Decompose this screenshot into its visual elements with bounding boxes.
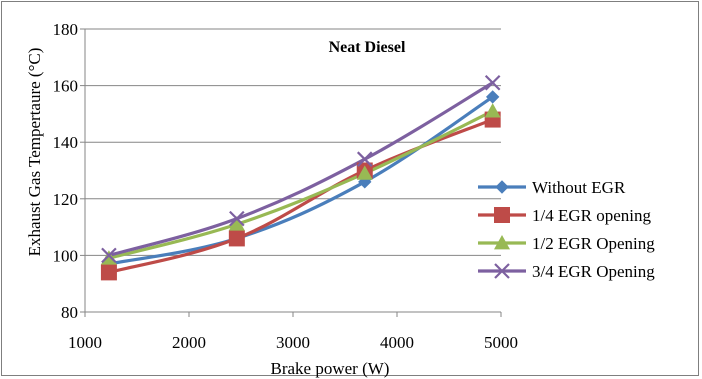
x-tick-label: 2000: [172, 333, 206, 352]
data-point: [101, 247, 117, 264]
data-point: [484, 103, 501, 118]
series-line-4: [107, 81, 495, 257]
legend-item: Without EGR: [478, 178, 626, 197]
y-axis-label: Exhaust Gas Tempertaure (°C): [25, 48, 44, 257]
y-tick-label: 120: [53, 190, 79, 209]
data-point: [228, 216, 245, 231]
x-tick-label: 5000: [484, 333, 518, 352]
x-tick-label: 4000: [380, 333, 414, 352]
legend-marker: [494, 263, 510, 279]
data-point: [100, 250, 117, 265]
y-tick-label: 180: [53, 20, 79, 39]
series-line-1: [107, 95, 495, 266]
data-point: [485, 90, 500, 104]
data-point: [229, 210, 245, 227]
legend-item: 3/4 EGR Opening: [478, 262, 655, 281]
legend-label: 1/4 EGR opening: [532, 206, 651, 225]
chart-title: Neat Diesel: [329, 39, 406, 56]
x-tick-labels: 1000 2000 3000 4000 5000: [68, 312, 518, 352]
legend-label: Without EGR: [532, 178, 626, 197]
y-tick-label: 80: [61, 303, 78, 322]
legend-label: 3/4 EGR Opening: [532, 262, 655, 281]
data-point: [356, 165, 373, 180]
grid-lines: [85, 28, 501, 256]
y-tick-label: 140: [53, 133, 79, 152]
x-tick-label: 1000: [68, 333, 102, 352]
y-tick-label: 160: [53, 77, 79, 96]
data-point: [484, 74, 501, 91]
y-tick-labels: 80 100 120 140 160 180: [53, 20, 85, 322]
x-axis-label: Brake power (W): [271, 359, 390, 378]
data-point: [356, 151, 373, 167]
legend-marker: [494, 207, 510, 223]
series-line-3: [107, 109, 495, 260]
series-lines: [107, 81, 495, 274]
legend-marker: [494, 235, 510, 250]
legend-label: 1/2 EGR Opening: [532, 234, 655, 253]
legend-marker: [495, 180, 509, 194]
x-tick-label: 3000: [276, 333, 310, 352]
data-point: [228, 230, 245, 247]
legend: Without EGR 1/4 EGR opening 1/2 EGR Openin…: [478, 178, 655, 281]
legend-item: 1/2 EGR Opening: [478, 234, 655, 253]
data-point: [100, 264, 117, 281]
series-markers: [100, 74, 501, 281]
y-tick-label: 100: [53, 246, 79, 265]
legend-item: 1/4 EGR opening: [478, 206, 651, 225]
